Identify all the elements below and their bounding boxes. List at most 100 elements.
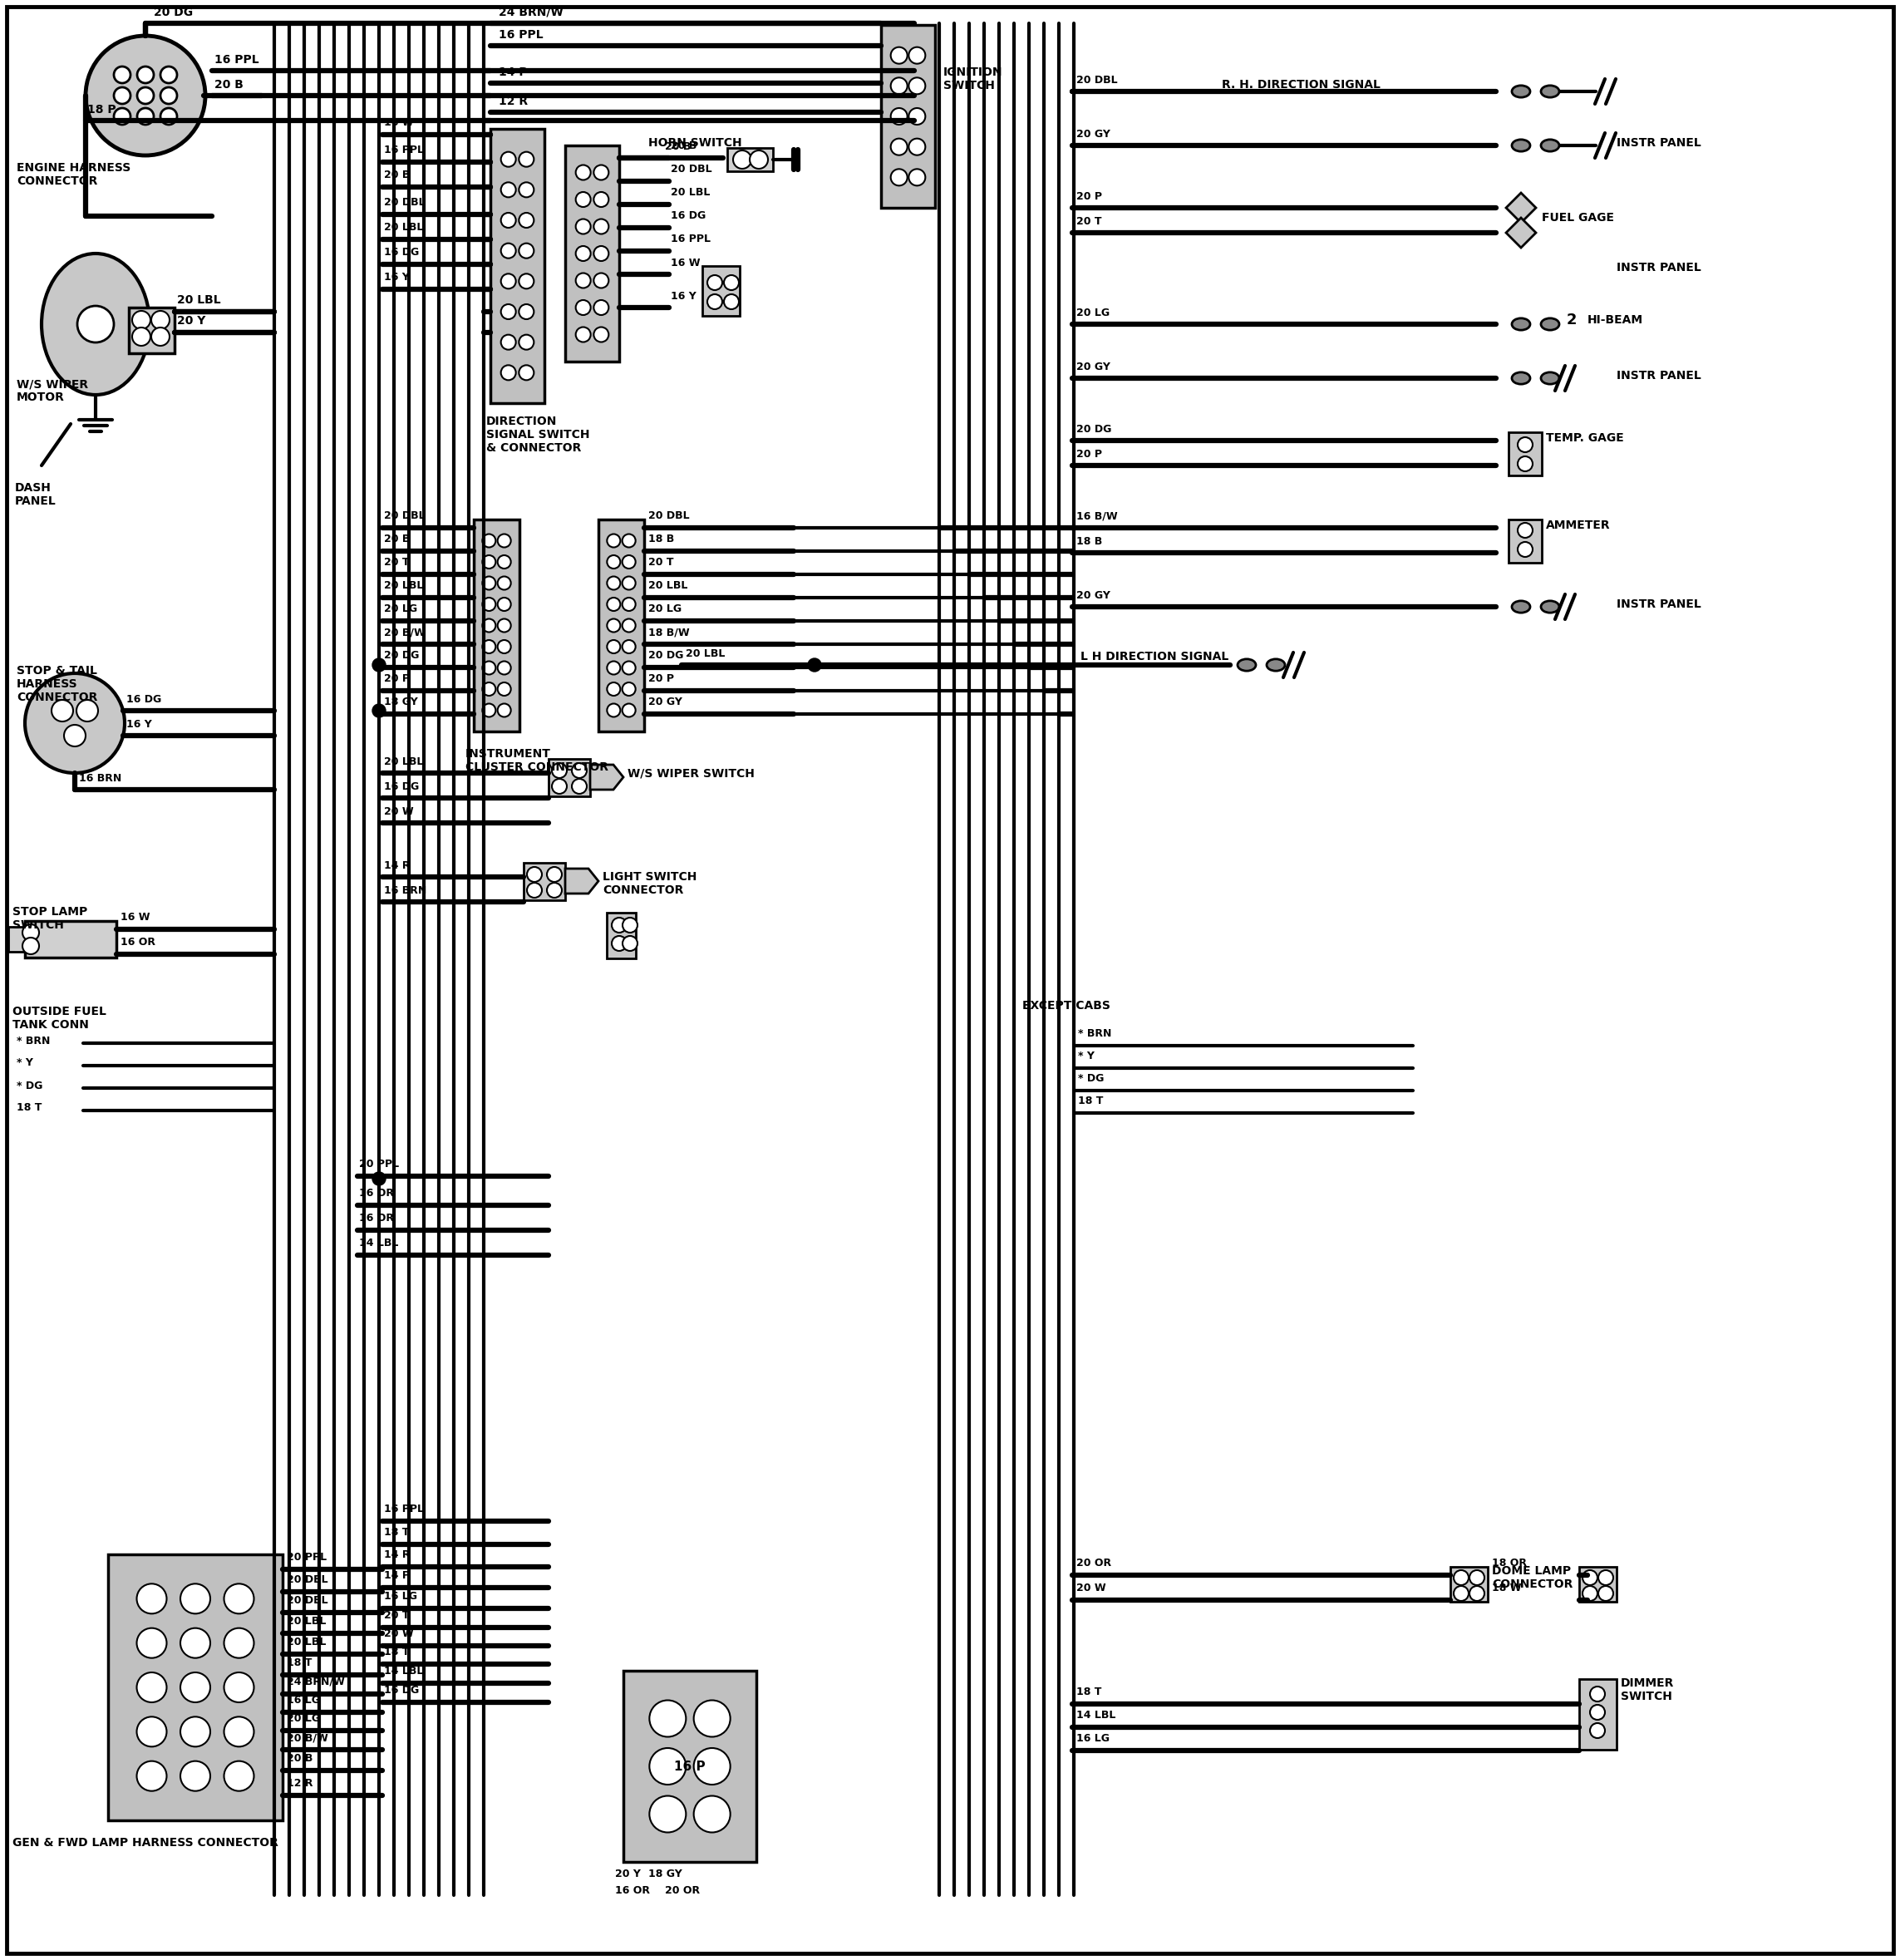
- Text: * BRN: * BRN: [17, 1035, 49, 1047]
- Circle shape: [498, 619, 511, 633]
- Circle shape: [483, 641, 496, 653]
- Circle shape: [623, 619, 635, 633]
- Text: 20 P: 20 P: [1075, 192, 1102, 202]
- Text: 20 W: 20 W: [384, 1629, 414, 1639]
- Circle shape: [180, 1584, 211, 1613]
- Text: 20 LBL: 20 LBL: [384, 580, 424, 592]
- Text: 20 LBL: 20 LBL: [648, 580, 688, 592]
- Circle shape: [891, 169, 908, 186]
- Circle shape: [623, 661, 635, 674]
- Circle shape: [519, 214, 534, 227]
- Circle shape: [483, 555, 496, 568]
- Circle shape: [224, 1629, 255, 1658]
- Ellipse shape: [1267, 659, 1284, 670]
- Text: 20 B/W: 20 B/W: [384, 627, 426, 637]
- Circle shape: [25, 674, 125, 772]
- Circle shape: [593, 192, 608, 208]
- Circle shape: [1454, 1586, 1469, 1601]
- Bar: [1579, 1680, 1617, 1750]
- Circle shape: [483, 682, 496, 696]
- Circle shape: [137, 1672, 167, 1703]
- Circle shape: [707, 294, 722, 310]
- Text: 20 PPL: 20 PPL: [359, 1158, 399, 1170]
- Circle shape: [576, 192, 591, 208]
- Bar: [598, 519, 644, 731]
- Circle shape: [576, 220, 591, 233]
- Circle shape: [372, 659, 386, 672]
- Text: DIRECTION
SIGNAL SWITCH
& CONNECTOR: DIRECTION SIGNAL SWITCH & CONNECTOR: [486, 416, 589, 455]
- Text: 20 B: 20 B: [287, 1752, 314, 1764]
- Circle shape: [623, 555, 635, 568]
- Text: 14 P: 14 P: [384, 1570, 410, 1582]
- Text: HI-BEAM: HI-BEAM: [1588, 314, 1644, 325]
- Text: 16 Y: 16 Y: [671, 290, 695, 302]
- Circle shape: [114, 88, 131, 104]
- Circle shape: [891, 108, 908, 125]
- Text: STOP & TAIL
HARNESS
CONNECTOR: STOP & TAIL HARNESS CONNECTOR: [17, 664, 97, 704]
- Text: 16 PPL: 16 PPL: [215, 55, 258, 67]
- Text: 20 LBL: 20 LBL: [177, 294, 220, 306]
- Circle shape: [551, 762, 566, 778]
- Text: 20 PPL: 20 PPL: [287, 1552, 327, 1562]
- Circle shape: [483, 619, 496, 633]
- Circle shape: [152, 327, 169, 345]
- Text: L H DIRECTION SIGNAL: L H DIRECTION SIGNAL: [1081, 651, 1229, 662]
- Text: 20 W: 20 W: [1075, 1582, 1106, 1593]
- Text: W/S WIPER
MOTOR: W/S WIPER MOTOR: [17, 378, 87, 404]
- Bar: [564, 145, 619, 361]
- Circle shape: [1518, 523, 1533, 537]
- Circle shape: [137, 88, 154, 104]
- Circle shape: [114, 67, 131, 82]
- Circle shape: [593, 327, 608, 343]
- Text: * Y: * Y: [1077, 1051, 1094, 1062]
- Circle shape: [724, 274, 739, 290]
- Text: 20 GY: 20 GY: [1075, 129, 1110, 139]
- Text: 20 DBL: 20 DBL: [648, 510, 690, 521]
- Circle shape: [372, 704, 386, 717]
- Bar: [129, 308, 175, 353]
- Circle shape: [1454, 1570, 1469, 1586]
- Text: 20 B: 20 B: [384, 171, 410, 180]
- Bar: [1509, 519, 1541, 563]
- Circle shape: [498, 598, 511, 612]
- Circle shape: [547, 882, 562, 898]
- Text: 20 P: 20 P: [384, 674, 410, 684]
- Circle shape: [160, 108, 177, 125]
- Text: 20 LG: 20 LG: [287, 1713, 319, 1725]
- Circle shape: [606, 619, 619, 633]
- Circle shape: [519, 274, 534, 288]
- Circle shape: [502, 243, 517, 259]
- Circle shape: [137, 108, 154, 125]
- Circle shape: [76, 700, 99, 721]
- Text: 18 B: 18 B: [1075, 537, 1102, 547]
- Text: 20 T: 20 T: [384, 1609, 408, 1621]
- Circle shape: [502, 365, 517, 380]
- Text: 20 P: 20 P: [648, 674, 674, 684]
- Text: 20 OR: 20 OR: [665, 1886, 699, 1895]
- Circle shape: [1518, 543, 1533, 557]
- Circle shape: [180, 1717, 211, 1746]
- Text: 18 T: 18 T: [17, 1103, 42, 1113]
- Circle shape: [498, 555, 511, 568]
- Circle shape: [576, 327, 591, 343]
- Text: 18 OR: 18 OR: [1492, 1558, 1528, 1568]
- Text: 20 DBL: 20 DBL: [671, 165, 712, 174]
- Circle shape: [224, 1672, 255, 1703]
- Circle shape: [623, 598, 635, 612]
- Text: 14 LBL: 14 LBL: [384, 1666, 424, 1676]
- Circle shape: [1583, 1586, 1598, 1601]
- Text: 20 DBL: 20 DBL: [1075, 74, 1117, 86]
- Text: 24 BRN/W: 24 BRN/W: [498, 6, 562, 18]
- Circle shape: [576, 247, 591, 261]
- Circle shape: [576, 165, 591, 180]
- Circle shape: [650, 1748, 686, 1786]
- Ellipse shape: [1512, 86, 1530, 98]
- Text: W/S WIPER SWITCH: W/S WIPER SWITCH: [627, 766, 754, 778]
- Text: 20 LBL: 20 LBL: [384, 757, 424, 766]
- Circle shape: [576, 300, 591, 316]
- Bar: [1509, 433, 1541, 476]
- Circle shape: [733, 151, 751, 169]
- Circle shape: [137, 1629, 167, 1658]
- Text: 18 GY: 18 GY: [384, 696, 418, 708]
- Text: 16 PPL: 16 PPL: [671, 233, 711, 245]
